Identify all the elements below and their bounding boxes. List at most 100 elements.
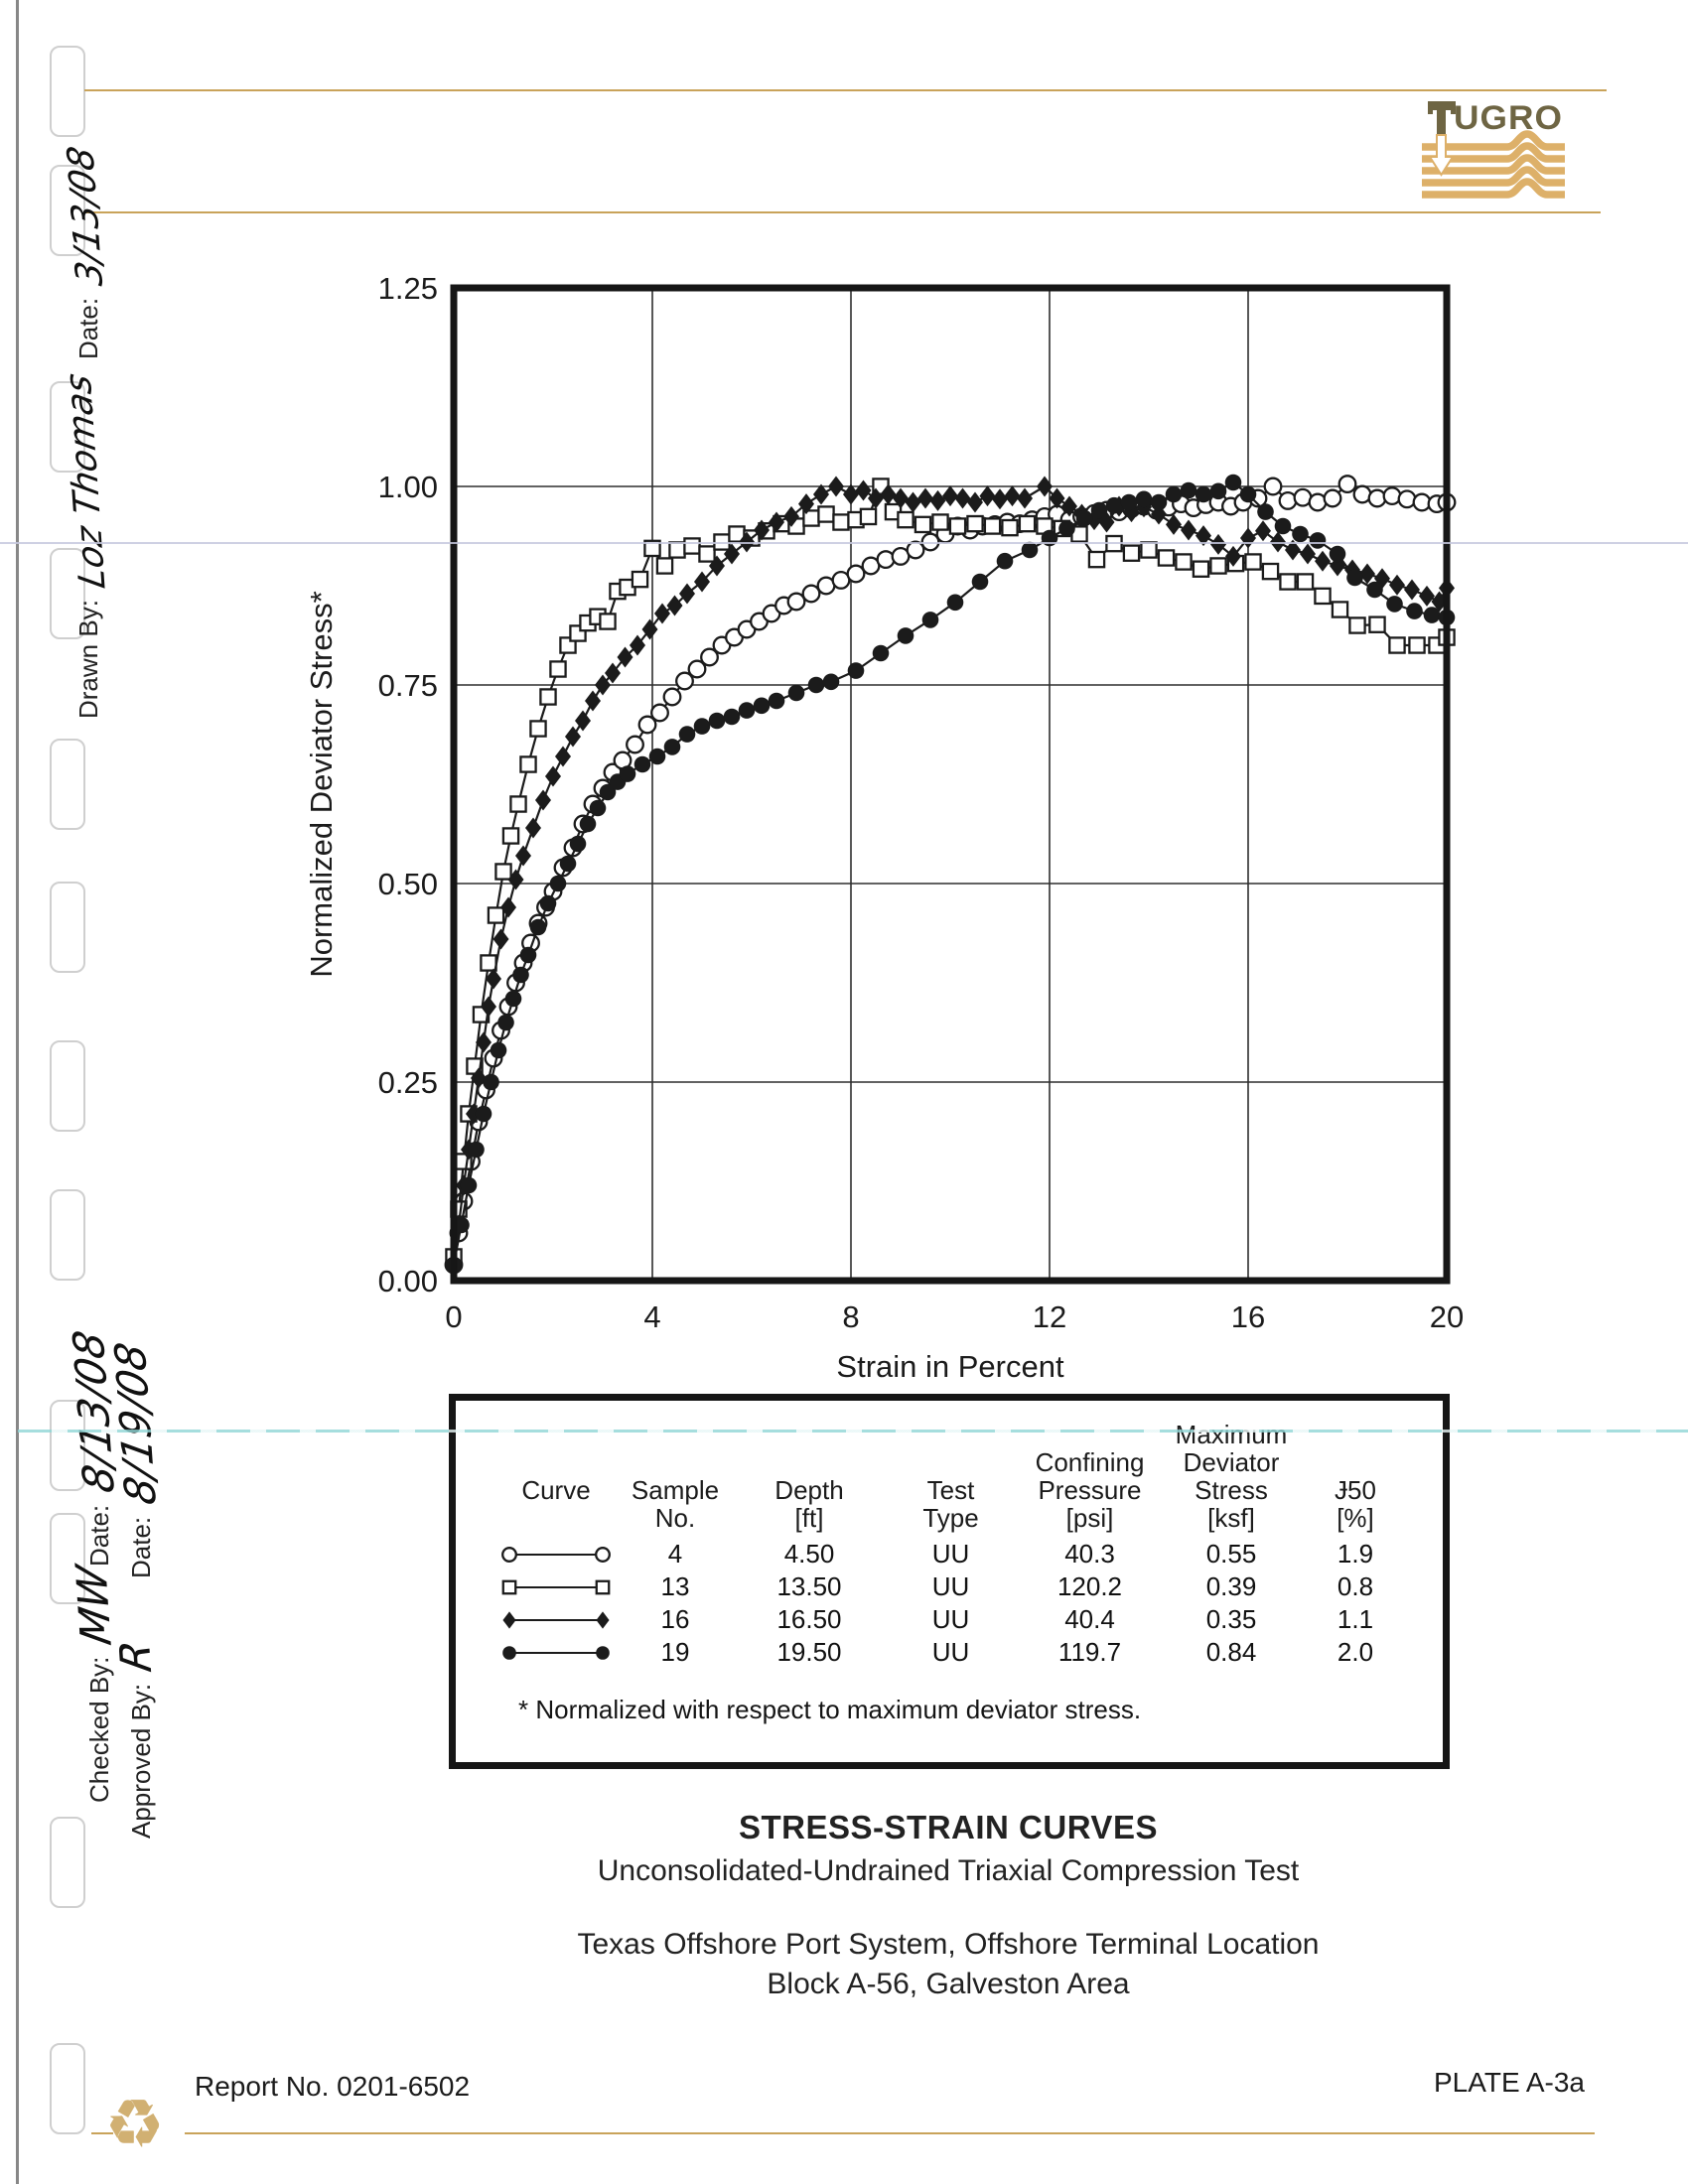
recycle-icon: ♻ [104, 2087, 165, 2160]
logo-wordmark: UGRO [1454, 99, 1563, 137]
legend-header-line: Sample [631, 1475, 720, 1505]
legend-cell-test: UU [931, 1604, 970, 1634]
binder-hole [50, 882, 85, 973]
legend-table-box: Curve Sample No. Depth [ft] Test Type Confinin… [449, 1394, 1450, 1769]
legend-row: 13 13.50 UU 120.2 0.39 0.8 [496, 1570, 1443, 1603]
legend-curve-marker-filled-circle [496, 1636, 616, 1669]
legend-header-col: Ɉ50 [%] [1301, 1421, 1410, 1532]
x-tick-label: 20 [1430, 1299, 1464, 1334]
legend-header-line: [%] [1336, 1503, 1374, 1533]
legend-header-line: Maximum [1175, 1420, 1288, 1449]
legend-header-line: [ft] [794, 1503, 824, 1533]
legend-header-line: Confining [1035, 1447, 1145, 1477]
legend-cell-sample: 19 [660, 1637, 690, 1667]
logo-stripe [1422, 166, 1565, 187]
binder-hole [50, 381, 85, 473]
project-location-line1: Texas Offshore Port System, Offshore Ter… [577, 1928, 1320, 1961]
logo-stripe [1422, 142, 1565, 163]
legend-header-line: [ksf] [1207, 1503, 1255, 1533]
legend-cell-pressure: 119.7 [1057, 1637, 1122, 1667]
logo-probe-arrow [1428, 134, 1455, 177]
chart-axis-labels: 1.25 1.00 0.75 0.50 0.25 0.000 4 8 12 16 20 Strain … [304, 271, 1464, 1384]
legend-cell-sample: 13 [660, 1571, 690, 1601]
legend-header-line: Stress [1195, 1475, 1268, 1505]
legend-cell-sample: 4 [667, 1539, 683, 1569]
date2-handwriting: 8/19/08 [104, 1339, 167, 1509]
x-tick-label: 8 [842, 1299, 859, 1334]
y-tick-label: 1.25 [378, 271, 438, 306]
drawn-date-handwriting: 3/13/08 [60, 144, 112, 289]
y-axis-title: Normalized Deviator Stress* [304, 591, 339, 977]
bottom-gold-rule-stub [91, 2132, 113, 2134]
legend-cell-max_stress: 0.35 [1205, 1604, 1257, 1634]
legend-cell-depth: 16.50 [776, 1604, 842, 1634]
legend-header-line [496, 1504, 616, 1532]
bottom-gold-rule [185, 2132, 1595, 2134]
binder-hole [50, 165, 85, 256]
series-sample-16 [446, 476, 1455, 1276]
stress-strain-chart: 1.25 1.00 0.75 0.50 0.25 0.000 4 8 12 16 20 Strain … [304, 271, 1464, 1384]
checked-by-block: Checked By: MW [67, 1557, 121, 1803]
top-gold-rule-1 [84, 89, 1607, 91]
legend-header-col: Confining Pressure [psi] [1018, 1421, 1162, 1532]
series-sample-4 [444, 475, 1457, 1275]
report-number: Report No. 0201-6502 [195, 2071, 471, 2102]
y-tick-label: 1.00 [378, 470, 438, 504]
legend-header-line: Pressure [1038, 1475, 1142, 1505]
legend-cell-depth: 4.50 [783, 1539, 835, 1569]
legend-header-col: Curve [496, 1421, 616, 1532]
legend-curve-marker-open-circle [496, 1538, 616, 1570]
logo-probe-serif-right [1451, 110, 1456, 114]
legend-header-col: Maximum Deviator Stress [ksf] [1162, 1421, 1301, 1532]
legend-cell-max_stress: 0.84 [1205, 1637, 1257, 1667]
drawn-by-block: Drawn By: Loz Thomas Date: 3/13/08 [58, 138, 114, 719]
binder-hole [50, 46, 85, 137]
logo-stripe [1422, 154, 1565, 175]
legend-cell-test: UU [931, 1637, 970, 1667]
legend-cell-max_stress: 0.39 [1205, 1571, 1257, 1601]
plate-titles: STRESS-STRAIN CURVES Unconsolidated-Undr… [298, 1809, 1599, 2001]
binder-hole [50, 739, 85, 830]
legend-cell-pressure: 120.2 [1056, 1571, 1123, 1601]
x-tick-label: 0 [445, 1299, 462, 1334]
legend-cell-e50: 1.1 [1336, 1604, 1374, 1634]
legend-footnote: * Normalized with respect to maximum dev… [518, 1695, 1142, 1724]
page-edge-line [16, 0, 19, 2184]
x-axis-title: Strain in Percent [836, 1349, 1064, 1384]
legend-header-col: Sample No. [616, 1421, 735, 1532]
legend-curve-marker-open-square [496, 1570, 616, 1603]
scan-artifact-lavender-line [0, 542, 1688, 544]
legend-header-line: Type [922, 1503, 979, 1533]
legend-cell-sample: 16 [660, 1604, 690, 1634]
x-tick-label: 16 [1231, 1299, 1265, 1334]
binder-hole [50, 1189, 85, 1281]
logo-stripes [1422, 130, 1565, 199]
logo-probe-stem [1437, 101, 1446, 137]
binder-hole [50, 1817, 85, 1908]
legend-header-col: Test Type [884, 1421, 1018, 1532]
legend-cell-depth: 13.50 [776, 1571, 842, 1601]
plate-title: STRESS-STRAIN CURVES [739, 1809, 1158, 1845]
legend-cell-max_stress: 0.55 [1205, 1539, 1257, 1569]
legend-rows: 4 4.50 UU 40.3 0.55 1.9 13 13.50 UU 120.2 0.39 0.8 1… [496, 1538, 1443, 1669]
legend-header-line: Curve [521, 1475, 591, 1505]
date2-block: Date: 8/19/08 [105, 1333, 166, 1578]
y-tick-label: 0.50 [378, 867, 438, 901]
legend-cell-test: UU [931, 1571, 970, 1601]
logo-stripe [1422, 130, 1565, 151]
binder-hole [50, 1400, 85, 1491]
y-tick-label: 0.75 [378, 668, 438, 703]
logo-stripe [1422, 178, 1565, 199]
legend-cell-e50: 1.9 [1336, 1539, 1374, 1569]
legend-header-line: Depth [774, 1475, 844, 1505]
legend-cell-e50: 0.8 [1336, 1571, 1374, 1601]
binder-hole [50, 1513, 85, 1604]
series-sample-19 [445, 474, 1456, 1274]
binder-hole [50, 1040, 85, 1132]
legend-row: 16 16.50 UU 40.4 0.35 1.1 [496, 1603, 1443, 1636]
plot-border [450, 284, 1451, 1285]
legend-row: 19 19.50 UU 119.7 0.84 2.0 [496, 1636, 1443, 1669]
approved-by-block: Approved By: R [110, 1632, 162, 1839]
scan-artifact-cyan-line [18, 1430, 1688, 1433]
legend-header-line: Test [926, 1475, 975, 1505]
